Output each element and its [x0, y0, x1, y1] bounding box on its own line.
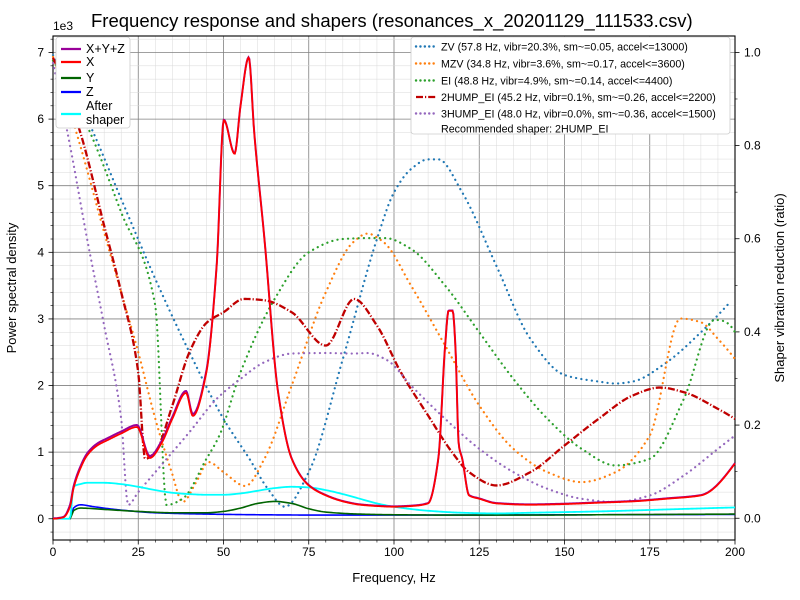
svg-text:Shaper vibration reduction (ra: Shaper vibration reduction (ratio) — [772, 193, 787, 382]
svg-text:3HUMP_EI (48.0 Hz, vibr=0.0%,: 3HUMP_EI (48.0 Hz, vibr=0.0%, sm~=0.36, … — [441, 109, 716, 121]
svg-text:0.4: 0.4 — [744, 325, 761, 339]
svg-text:25: 25 — [132, 545, 146, 559]
svg-text:X: X — [86, 55, 95, 69]
svg-text:ZV (57.8 Hz, vibr=20.3%, sm~=0: ZV (57.8 Hz, vibr=20.3%, sm~=0.05, accel… — [441, 42, 688, 54]
svg-text:125: 125 — [469, 545, 489, 559]
svg-text:5: 5 — [37, 179, 44, 193]
svg-text:1: 1 — [37, 445, 44, 459]
svg-text:100: 100 — [384, 545, 404, 559]
svg-text:175: 175 — [640, 545, 660, 559]
svg-text:0: 0 — [50, 545, 57, 559]
svg-text:Z: Z — [86, 85, 94, 99]
svg-text:6: 6 — [37, 112, 44, 126]
svg-text:75: 75 — [302, 545, 316, 559]
svg-text:Frequency response and shapers: Frequency response and shapers (resonanc… — [91, 10, 693, 32]
svg-text:50: 50 — [217, 545, 231, 559]
svg-text:0.8: 0.8 — [744, 139, 761, 153]
svg-text:4: 4 — [37, 245, 44, 259]
svg-text:7: 7 — [37, 46, 44, 60]
svg-text:2: 2 — [37, 379, 44, 393]
svg-text:200: 200 — [725, 545, 745, 559]
svg-text:3: 3 — [37, 312, 44, 326]
svg-text:1e3: 1e3 — [53, 19, 73, 33]
svg-text:Power spectral density: Power spectral density — [4, 222, 19, 353]
svg-text:Frequency, Hz: Frequency, Hz — [352, 570, 436, 585]
svg-text:2HUMP_EI (45.2 Hz, vibr=0.1%,: 2HUMP_EI (45.2 Hz, vibr=0.1%, sm~=0.26, … — [441, 92, 716, 104]
svg-text:0: 0 — [37, 512, 44, 526]
svg-text:After: After — [86, 99, 112, 113]
svg-text:MZV (34.8 Hz, vibr=3.6%, sm~=0: MZV (34.8 Hz, vibr=3.6%, sm~=0.17, accel… — [441, 59, 685, 71]
svg-text:X+Y+Z: X+Y+Z — [86, 42, 125, 56]
svg-text:shaper: shaper — [86, 113, 124, 127]
svg-text:1.0: 1.0 — [744, 45, 761, 59]
svg-text:0.6: 0.6 — [744, 232, 761, 246]
svg-text:Y: Y — [86, 71, 95, 85]
svg-text:Recommended shaper: 2HUMP_EI: Recommended shaper: 2HUMP_EI — [441, 124, 609, 136]
svg-text:0.2: 0.2 — [744, 418, 761, 432]
svg-text:EI (48.8 Hz, vibr=4.9%, sm~=0.: EI (48.8 Hz, vibr=4.9%, sm~=0.14, accel<… — [441, 76, 672, 88]
svg-text:150: 150 — [554, 545, 574, 559]
svg-text:0.0: 0.0 — [744, 511, 761, 525]
